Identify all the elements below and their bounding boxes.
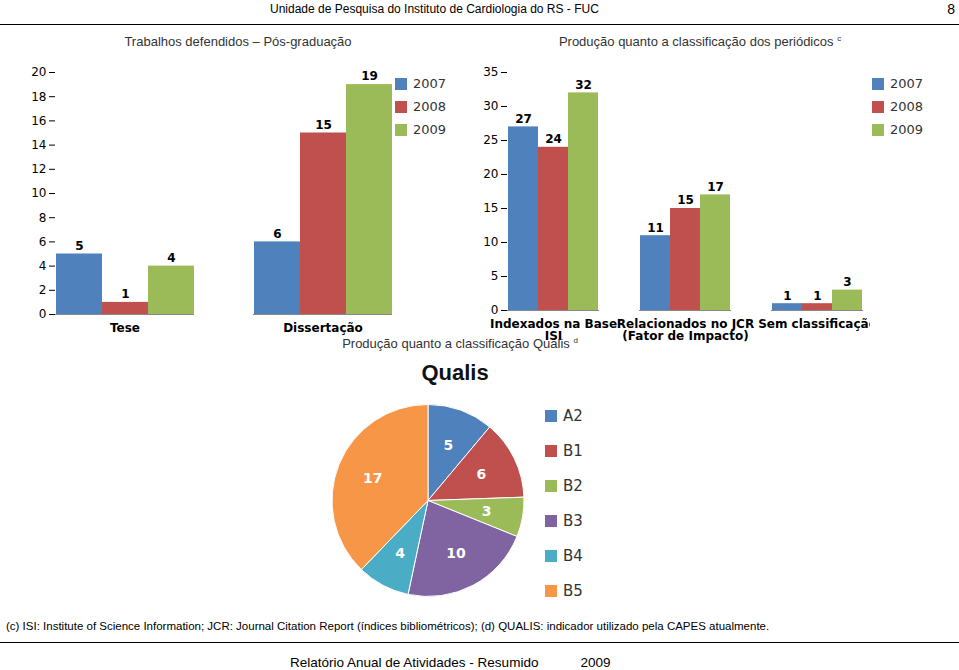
- svg-text:5: 5: [491, 269, 499, 283]
- svg-text:3: 3: [843, 275, 851, 289]
- svg-text:20: 20: [483, 167, 498, 181]
- svg-text:15: 15: [483, 201, 498, 215]
- html-text:8: 8: [947, 1, 955, 17]
- html-text:Indexados na Base: Indexados na Base: [490, 317, 617, 331]
- svg-text:3: 3: [482, 503, 492, 519]
- svg-text:5: 5: [443, 437, 453, 453]
- html-text:(c) ISI: Institute of Science: (c) ISI: Institute of Science Informatio…: [6, 620, 770, 632]
- svg-text:25: 25: [483, 133, 498, 147]
- html-text:A2: A2: [563, 406, 583, 425]
- html-text:Produção quanto a classificaçã: Produção quanto a classificação Qualis d: [342, 336, 578, 352]
- svg-text:18: 18: [31, 90, 46, 104]
- html-text:2008: 2008: [890, 99, 924, 114]
- html-text:Produção quanto a classificaçã: Produção quanto a classificação dos peri…: [558, 34, 842, 50]
- svg-text:35: 35: [483, 65, 498, 79]
- svg-text:4: 4: [167, 251, 175, 265]
- svg-text:15: 15: [677, 193, 694, 207]
- svg-text:Dissertação: Dissertação: [283, 321, 363, 335]
- svg-text:0: 0: [39, 307, 47, 321]
- svg-text:14: 14: [31, 138, 46, 152]
- html-text:B2: B2: [563, 476, 583, 495]
- html-text:Trabalhos defendidos – Pós-gra: Trabalhos defendidos – Pós-graduação: [124, 34, 352, 49]
- svg-text:Tese: Tese: [110, 321, 140, 335]
- svg-text:24: 24: [545, 132, 562, 146]
- svg-text:20: 20: [31, 65, 46, 79]
- html-text:Unidade de Pesquisa do Institu: Unidade de Pesquisa do Instituto de Card…: [270, 2, 599, 16]
- html-text:2009: 2009: [890, 122, 924, 137]
- svg-text:5: 5: [75, 239, 83, 253]
- svg-text:17: 17: [363, 470, 382, 486]
- svg-text:10: 10: [483, 235, 498, 249]
- svg-text:8: 8: [39, 211, 47, 225]
- svg-text:10: 10: [446, 545, 466, 561]
- svg-text:15: 15: [315, 118, 332, 132]
- svg-text:17: 17: [707, 180, 724, 194]
- html-text:2008: 2008: [413, 99, 447, 114]
- svg-text:Relacionados no JCR(Fator de I: Relacionados no JCR(Fator de Impacto): [617, 317, 754, 343]
- svg-text:32: 32: [575, 78, 592, 92]
- html-text:Qualis: Qualis: [421, 360, 489, 385]
- svg-text:1: 1: [121, 287, 129, 301]
- svg-text:4: 4: [39, 259, 47, 273]
- html-text:B1: B1: [563, 441, 583, 460]
- svg-text:19: 19: [361, 69, 378, 83]
- svg-text:1: 1: [783, 289, 791, 303]
- svg-text:6: 6: [477, 466, 487, 482]
- html-text:2007: 2007: [413, 76, 447, 91]
- html-text:Relatório Anual de Atividades: Relatório Anual de Atividades - Resumido: [290, 655, 539, 670]
- svg-text:4: 4: [395, 545, 405, 561]
- svg-text:27: 27: [515, 112, 532, 126]
- svg-text:0: 0: [491, 303, 499, 317]
- svg-text:6: 6: [39, 235, 47, 249]
- html-text:B5: B5: [563, 581, 583, 600]
- svg-text:10: 10: [31, 186, 46, 200]
- svg-text:Sem classificação: Sem classificação: [758, 317, 870, 331]
- svg-text:11: 11: [647, 221, 664, 235]
- svg-text:2: 2: [39, 283, 47, 297]
- html-text:2007: 2007: [890, 76, 924, 91]
- svg-text:16: 16: [31, 114, 46, 128]
- html-text:B4: B4: [563, 546, 583, 565]
- html-text:2009: 2009: [580, 655, 611, 670]
- html-text:B3: B3: [563, 511, 583, 530]
- svg-text:30: 30: [483, 99, 498, 113]
- svg-text:12: 12: [31, 162, 46, 176]
- svg-text:1: 1: [813, 289, 821, 303]
- svg-text:6: 6: [273, 227, 281, 241]
- html-text:ISI: ISI: [544, 329, 563, 343]
- html-text:2009: 2009: [413, 122, 447, 137]
